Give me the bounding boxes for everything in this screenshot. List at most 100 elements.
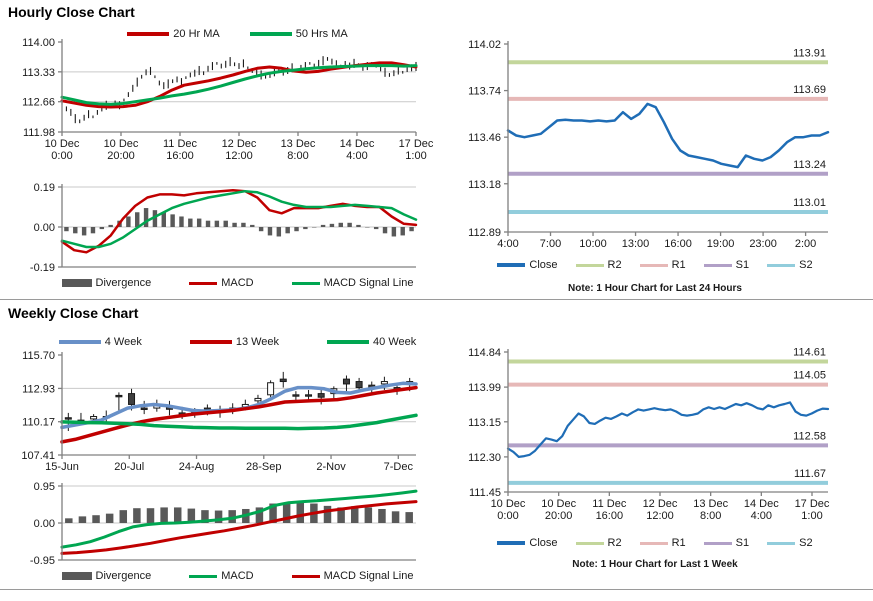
legend-label: S2 <box>799 259 813 271</box>
svg-text:0.19: 0.19 <box>34 182 55 194</box>
svg-text:16:00: 16:00 <box>664 238 692 250</box>
hourly-price-legend: 20 Hr MA 50 Hrs MA <box>55 28 420 40</box>
svg-text:28-Sep: 28-Sep <box>246 461 281 473</box>
svg-text:112.89: 112.89 <box>468 227 501 239</box>
legend-label: Close <box>529 259 558 271</box>
legend-item-divergence: Divergence <box>61 570 152 582</box>
legend-label: Close <box>529 537 558 549</box>
legend-item-s2: S2 <box>767 537 813 549</box>
svg-text:15-Jun: 15-Jun <box>45 461 79 473</box>
legend-label: R1 <box>671 537 686 549</box>
svg-text:-0.95: -0.95 <box>30 555 55 567</box>
svg-text:113.18: 113.18 <box>468 179 501 191</box>
legend-label: 4 Week <box>104 336 142 348</box>
legend-item-macd-signal-line: MACD Signal Line <box>291 277 414 289</box>
svg-text:4:00: 4:00 <box>346 150 367 162</box>
hourly-pivot-note: Note: 1 Hour Chart for Last 24 Hours <box>568 283 742 294</box>
legend-swatch <box>189 574 218 578</box>
svg-text:19:00: 19:00 <box>707 238 735 250</box>
svg-text:10:00: 10:00 <box>579 238 607 250</box>
svg-text:113.46: 113.46 <box>468 132 501 144</box>
svg-text:10 Dec: 10 Dec <box>541 498 576 510</box>
legend-swatch <box>327 340 370 344</box>
legend-label: 40 Week <box>373 336 417 348</box>
svg-text:114.00: 114.00 <box>22 37 55 49</box>
svg-text:20:00: 20:00 <box>545 510 573 522</box>
legend-item-4-week: 4 Week <box>58 336 142 348</box>
legend-item-macd: MACD <box>189 277 254 289</box>
legend-item-r1: R1 <box>639 537 686 549</box>
legend-label: Divergence <box>95 277 152 289</box>
legend-item-40-week: 40 Week <box>327 336 416 348</box>
legend-swatch <box>703 541 732 545</box>
legend-swatch <box>189 340 232 344</box>
legend-swatch <box>61 279 92 287</box>
legend-label: Divergence <box>95 570 152 582</box>
weekly-macd-legend: Divergence MACD MACD Signal Line <box>55 570 420 582</box>
svg-text:113.24: 113.24 <box>793 159 826 171</box>
svg-text:16:00: 16:00 <box>166 150 194 162</box>
svg-text:111.45: 111.45 <box>469 487 501 499</box>
svg-text:2:00: 2:00 <box>795 238 816 250</box>
legend-label: MACD <box>221 277 254 289</box>
legend-swatch <box>639 541 668 545</box>
legend-label: R2 <box>607 537 622 549</box>
hourly-pivot-chart: 114.02 113.74 113.46 113.18 112.894:00 7:00 10… <box>468 39 830 250</box>
legend-swatch <box>61 572 92 580</box>
svg-text:114.02: 114.02 <box>468 39 501 51</box>
svg-text:10 Dec: 10 Dec <box>104 138 139 150</box>
svg-text:10 Dec: 10 Dec <box>45 138 80 150</box>
legend-item-r1: R1 <box>639 259 686 271</box>
legend-swatch <box>249 32 292 36</box>
hourly-macd-chart: 0.19 0.00 -0.19 <box>30 182 418 274</box>
weekly-pivot-note: Note: 1 Hour Chart for Last 1 Week <box>572 559 738 570</box>
legend-label: 20 Hr MA <box>173 28 220 40</box>
svg-text:7:00: 7:00 <box>540 238 561 250</box>
svg-text:111.98: 111.98 <box>23 127 55 139</box>
svg-text:110.17: 110.17 <box>22 417 55 429</box>
legend-item-macd: MACD <box>189 570 254 582</box>
svg-text:11 Dec: 11 Dec <box>592 498 627 510</box>
weekly-section-title: Weekly Close Chart <box>8 305 139 321</box>
legend-swatch <box>575 541 604 545</box>
legend-label: MACD <box>221 570 254 582</box>
svg-text:11 Dec: 11 Dec <box>163 138 198 150</box>
legend-label: S2 <box>799 537 813 549</box>
svg-text:4:00: 4:00 <box>497 238 518 250</box>
legend-label: 50 Hrs MA <box>295 28 348 40</box>
svg-text:0.00: 0.00 <box>34 518 55 530</box>
svg-text:113.74: 113.74 <box>468 86 501 98</box>
legend-item-50-hrs-ma: 50 Hrs MA <box>249 28 348 40</box>
svg-text:13 Dec: 13 Dec <box>281 138 316 150</box>
svg-text:12:00: 12:00 <box>225 150 253 162</box>
svg-text:0.95: 0.95 <box>34 481 55 493</box>
svg-text:16:00: 16:00 <box>596 510 624 522</box>
hourly-pivot-legend: Close R2 R1 S1 S2 <box>437 259 873 271</box>
svg-text:2-Nov: 2-Nov <box>316 461 346 473</box>
svg-text:-0.19: -0.19 <box>30 262 55 274</box>
legend-swatch <box>703 263 732 267</box>
legend-swatch <box>497 541 526 545</box>
legend-swatch <box>639 263 668 267</box>
svg-text:0.00: 0.00 <box>34 222 55 234</box>
legend-item-13-week: 13 Week <box>189 336 280 348</box>
svg-text:13 Dec: 13 Dec <box>693 498 728 510</box>
hourly-macd-legend: Divergence MACD MACD Signal Line <box>55 277 420 289</box>
hourly-section-title: Hourly Close Chart <box>8 4 135 20</box>
legend-swatch <box>767 541 796 545</box>
svg-text:1:00: 1:00 <box>801 510 822 522</box>
svg-text:14 Dec: 14 Dec <box>744 498 779 510</box>
legend-swatch <box>291 574 320 578</box>
svg-text:115.70: 115.70 <box>22 350 55 362</box>
legend-label: MACD Signal Line <box>323 277 414 289</box>
svg-text:113.01: 113.01 <box>793 197 826 209</box>
svg-text:0:00: 0:00 <box>497 510 518 522</box>
svg-text:13:00: 13:00 <box>622 238 650 250</box>
legend-label: 13 Week <box>235 336 280 348</box>
svg-text:12:00: 12:00 <box>646 510 674 522</box>
legend-item-s1: S1 <box>703 259 749 271</box>
svg-text:112.30: 112.30 <box>468 452 501 464</box>
legend-swatch <box>189 281 218 285</box>
